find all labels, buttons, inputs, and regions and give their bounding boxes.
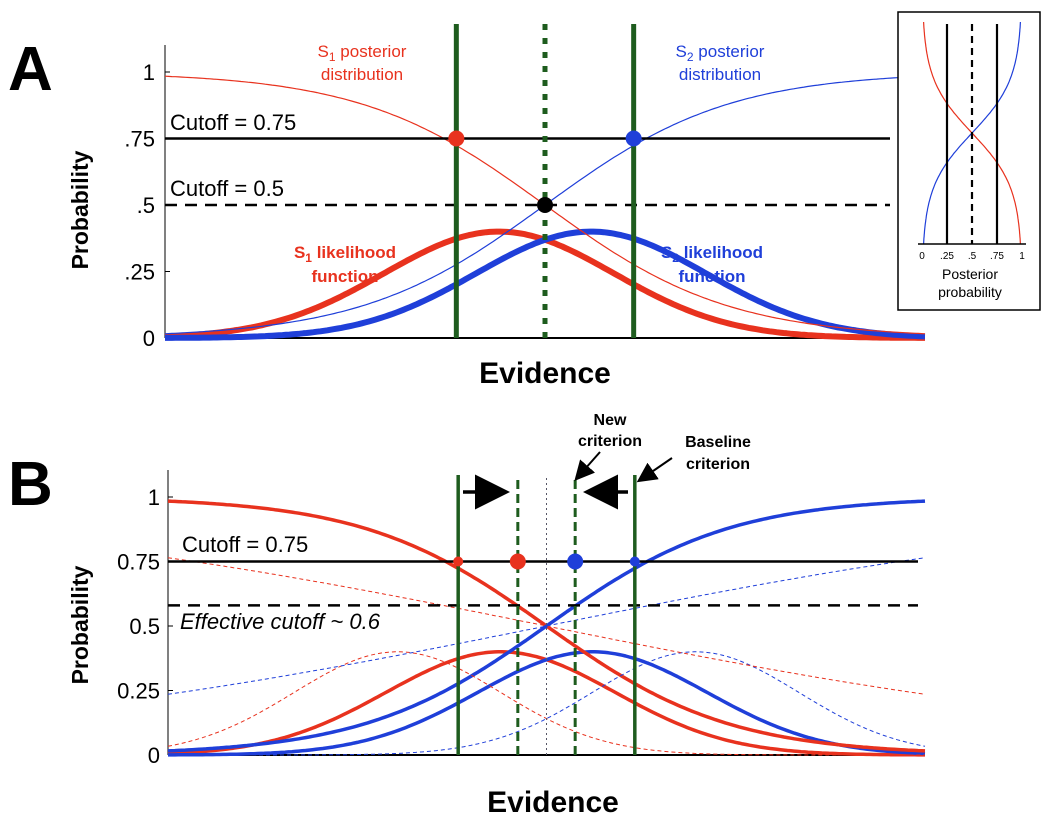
panel-b-letter: B — [8, 450, 53, 519]
y-tick-label: 0.25 — [117, 679, 160, 704]
inset-frame — [897, 11, 1041, 311]
inset-title-line1: Posterior — [942, 266, 998, 282]
inset-tick-label: 1 — [1019, 251, 1025, 262]
y-tick-label: 0 — [143, 326, 155, 351]
y-tick-label: 1 — [148, 485, 160, 510]
y-tick-label: .75 — [124, 127, 155, 152]
panel-a-ylabel: Probability — [67, 150, 93, 269]
new-criterion-label-line2: criterion — [578, 433, 642, 450]
inset-tick-label: 0 — [919, 251, 925, 262]
panel-b-effective-cutoff-label: Effective cutoff ~ 0.6 — [180, 609, 381, 634]
y-tick-label: .25 — [124, 260, 155, 285]
intersection-marker — [509, 553, 526, 570]
y-tick-label: .5 — [137, 193, 155, 218]
intersection-marker — [629, 556, 640, 567]
s1-posterior-new-curve — [167, 557, 926, 695]
baseline-criterion-label-line2: criterion — [686, 456, 750, 473]
intersection-marker — [537, 197, 553, 213]
s2-likelihood-label-line2: function — [678, 267, 745, 286]
s2-posterior-label: S2 posterior — [676, 42, 765, 64]
panel-a-markers — [448, 130, 642, 213]
panel-a: A Probability Evidence 0 .25 .5 .75 1 S1 pos… — [8, 11, 1041, 390]
panel-a-reference-lines — [165, 24, 890, 338]
s1-likelihood-label: S1 likelihood — [294, 243, 396, 265]
s2-posterior-baseline-curve — [167, 499, 926, 753]
s2-likelihood-label: S2 likelihood — [661, 243, 763, 265]
panel-a-xlabel: Evidence — [479, 357, 611, 390]
panel-b: B Probability Evidence 0 0.25 0.5 0.75 1 Cut… — [8, 412, 926, 819]
s1-posterior-label: S1 posterior — [318, 42, 407, 64]
intersection-marker — [448, 130, 465, 147]
s2-likelihood-new-curve — [168, 651, 926, 756]
baseline-criterion-pointer-arrow — [636, 457, 673, 483]
posterior-inset: 0 .25 .5 .75 1 Posterior probability — [897, 11, 1041, 311]
new-criterion-pointer-arrow — [574, 451, 601, 481]
panel-b-xlabel: Evidence — [487, 786, 619, 819]
inset-plot — [918, 21, 1026, 245]
panel-a-letter: A — [8, 35, 53, 104]
panel-b-cutoff-075-label: Cutoff = 0.75 — [182, 532, 308, 557]
baseline-criterion-label-line1: Baseline — [685, 434, 751, 451]
panel-a-yticks: 0 .25 .5 .75 1 — [124, 60, 170, 351]
s2-posterior-new-curve — [167, 557, 926, 695]
s1-posterior-label-line2: distribution — [321, 65, 403, 84]
inset-tick-label: .25 — [940, 251, 954, 262]
intersection-marker — [625, 130, 642, 147]
y-tick-label: 0 — [148, 743, 160, 768]
y-tick-label: 0.5 — [129, 614, 160, 639]
panel-b-reference-lines — [168, 475, 918, 755]
inset-tick-label: .5 — [968, 251, 977, 262]
new-criterion-label-line1: New — [594, 412, 627, 429]
panel-b-markers — [453, 553, 640, 570]
y-tick-label: 0.75 — [117, 550, 160, 575]
inset-title-line2: probability — [938, 284, 1002, 300]
panel-a-cutoff-05-label: Cutoff = 0.5 — [170, 176, 284, 201]
s2-posterior-label-line2: distribution — [679, 65, 761, 84]
inset-tick-label: .75 — [990, 251, 1004, 262]
panel-b-yticks: 0 0.25 0.5 0.75 1 — [117, 485, 173, 768]
panel-b-ylabel: Probability — [67, 565, 93, 684]
panel-a-cutoff-075-label: Cutoff = 0.75 — [170, 110, 296, 135]
inset-ticks: 0 .25 .5 .75 1 — [919, 251, 1025, 262]
y-tick-label: 1 — [143, 60, 155, 85]
s1-likelihood-label-line2: function — [311, 267, 378, 286]
intersection-marker — [567, 553, 584, 570]
intersection-marker — [453, 556, 464, 567]
